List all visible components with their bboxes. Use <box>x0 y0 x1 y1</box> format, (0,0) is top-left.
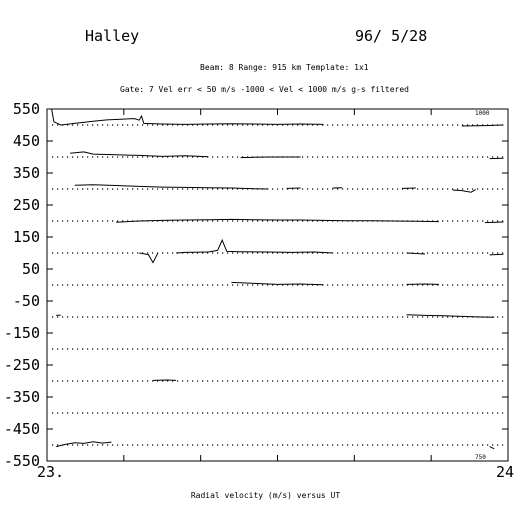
y-tick-label: 350 <box>13 164 40 182</box>
corner-label-bottom: 750 <box>475 454 486 461</box>
plot-date: 96/ 5/28 <box>355 27 428 45</box>
corner-label-top: 1000 <box>475 110 490 117</box>
y-tick-label: 450 <box>13 132 40 150</box>
x-tick-label-end: 24 <box>496 463 514 481</box>
y-tick-label: -150 <box>4 324 40 342</box>
series-line-100 <box>406 252 426 255</box>
y-tick-label: 150 <box>13 228 40 246</box>
x-axis-label: Radial velocity (m/s) versus UT <box>190 491 341 500</box>
y-tick-label: -350 <box>4 388 40 406</box>
baseline-grid <box>52 124 506 446</box>
gate-filter-line: Gate: 7 Vel err < 50 m/s -1000 < Vel < 1… <box>120 85 409 94</box>
series-line-200 <box>484 221 504 224</box>
y-tick-label: 250 <box>13 196 40 214</box>
y-tick-label: -50 <box>13 292 40 310</box>
y-tick-label: -550 <box>4 452 40 470</box>
series-line-400 <box>240 156 301 159</box>
series-line-300 <box>74 184 269 190</box>
series-line-500 <box>51 108 324 126</box>
series-line-100 <box>176 251 209 254</box>
series-line-200 <box>116 218 439 223</box>
series-line-400 <box>70 151 209 158</box>
x-tick-label-start: 23. <box>37 463 64 481</box>
y-tick-label: 50 <box>22 260 40 278</box>
series-line-300 <box>452 189 476 193</box>
series-line--500 <box>489 446 495 450</box>
beam-range-template-line: Beam: 8 Range: 915 km Template: 1x1 <box>200 63 369 72</box>
y-tick-label: -250 <box>4 356 40 374</box>
y-tick-label: -450 <box>4 420 40 438</box>
series-line--500 <box>56 441 112 448</box>
series-line-100 <box>489 253 504 256</box>
series-line--100 <box>406 314 495 318</box>
series-group <box>51 108 504 450</box>
series-line-100 <box>208 238 333 254</box>
y-tick-label: 550 <box>13 100 40 118</box>
axis-ticks <box>47 108 508 462</box>
series-line-100 <box>139 252 159 264</box>
series-line-500 <box>461 124 504 127</box>
tick-labels: 550 450 350 250 150 50 -50 -150 -250 -350 -450 -550… <box>4 100 514 481</box>
series-line-0 <box>231 281 324 286</box>
station-name: Halley <box>85 27 140 45</box>
